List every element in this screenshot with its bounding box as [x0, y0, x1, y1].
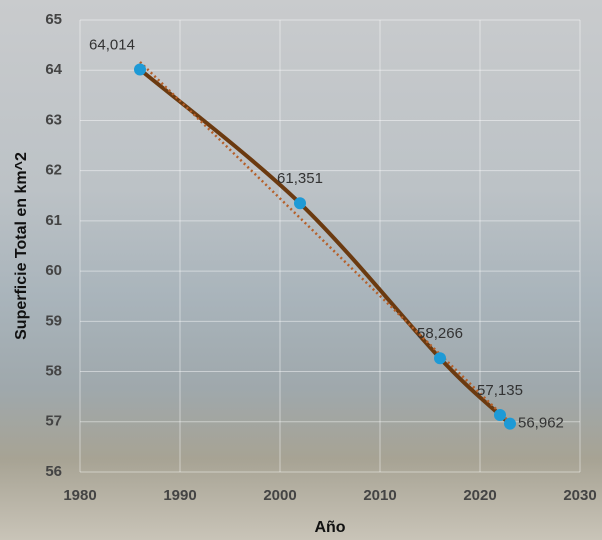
y-axis-title: Superficie Total en km^2: [13, 152, 30, 340]
marker: [494, 408, 506, 421]
y-tick-label: 56: [45, 463, 62, 480]
y-tick-label: 58: [45, 363, 62, 380]
data-label: 64,014: [89, 36, 135, 53]
x-tick-label: 2030: [563, 487, 596, 504]
marker: [294, 197, 306, 210]
x-tick-label: 1990: [163, 487, 196, 504]
trendline: [139, 61, 511, 424]
y-tick-label: 62: [45, 162, 62, 179]
data-label: 61,351: [277, 170, 323, 187]
x-tick-label: 2000: [263, 487, 296, 504]
y-tick-label: 60: [45, 262, 62, 279]
data-label: 58,266: [417, 325, 463, 342]
y-tick-label: 63: [45, 111, 62, 128]
marker: [504, 417, 516, 430]
x-tick-label: 2010: [363, 487, 396, 504]
y-tick-label: 64: [45, 61, 62, 78]
data-label: 56,962: [518, 415, 564, 432]
x-axis-title: Año: [314, 519, 345, 536]
x-tick-label: 1980: [63, 487, 96, 504]
x-tick-label: 2020: [463, 487, 496, 504]
y-tick-label: 65: [45, 11, 62, 28]
y-tick-label: 57: [45, 413, 62, 430]
y-tick-label: 59: [45, 312, 62, 329]
marker: [134, 63, 146, 76]
data-label: 57,135: [477, 382, 523, 399]
marker: [434, 352, 446, 365]
y-tick-label: 61: [45, 212, 62, 229]
